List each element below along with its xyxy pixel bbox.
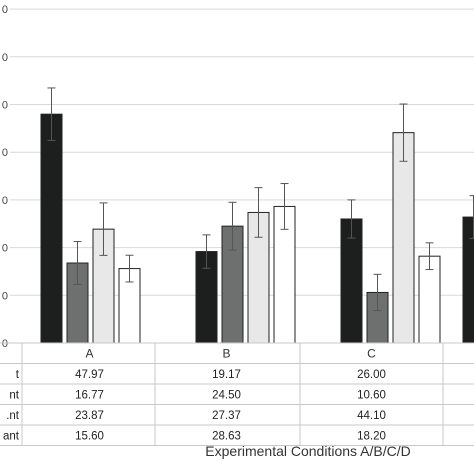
table-category-label: C <box>367 347 376 361</box>
bar <box>40 113 63 344</box>
table-cell: 27.37 <box>212 410 241 422</box>
y-tick-label: 0 <box>2 338 8 350</box>
y-tick-label: 0 <box>2 195 8 207</box>
bar <box>392 132 415 344</box>
table-cell: 24.50 <box>212 390 241 402</box>
table-cell: 18.20 <box>357 431 386 443</box>
table-cell: 16.77 <box>75 390 104 402</box>
data-table: A B Ct 47.97 19.17 26.00 nt 16.77 24.50 10.60 .nt 2… <box>0 342 474 446</box>
table-cell: 47.97 <box>75 369 104 381</box>
bars <box>40 113 474 344</box>
table-category-label: A <box>85 347 93 361</box>
y-tick-label: 0 <box>2 100 8 112</box>
bar <box>462 216 474 344</box>
table-cell: 15.60 <box>75 431 104 443</box>
table-cell: 26.00 <box>357 369 386 381</box>
table-cell: 19.17 <box>212 369 241 381</box>
table-row-label: t <box>16 369 20 381</box>
x-axis-title: Experimental Conditions A/B/C/D <box>205 443 410 459</box>
table-row-label: ant <box>3 431 20 443</box>
y-tick-label: 0 <box>2 290 8 302</box>
table-row-label: .nt <box>6 410 20 422</box>
y-tick-label: 0 <box>2 4 8 16</box>
table-cell: 44.10 <box>357 410 386 422</box>
y-tick-label: 0 <box>2 52 8 64</box>
table-cell: 10.60 <box>357 390 386 402</box>
y-tick-label: 0 <box>2 147 8 159</box>
y-tick-labels: 0 0 0 0 0 0 0 0 <box>2 4 8 350</box>
table-row-label: nt <box>9 390 19 402</box>
table-category-label: B <box>222 347 230 361</box>
table-cell: 23.87 <box>75 410 104 422</box>
gridlines <box>0 8 474 344</box>
table-cell: 28.63 <box>212 431 241 443</box>
y-tick-label: 0 <box>2 243 8 255</box>
